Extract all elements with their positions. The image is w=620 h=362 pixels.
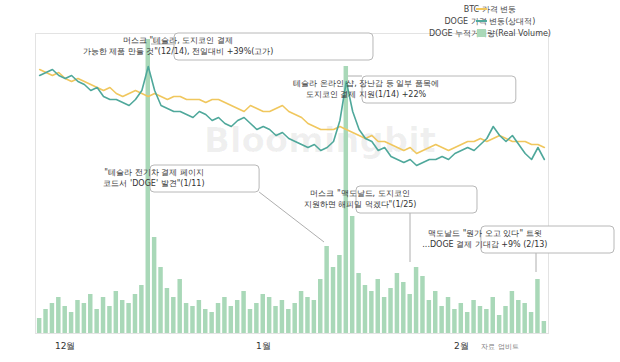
svg-text:지원하면 해피밀 먹겠다"(1/25): 지원하면 해피밀 먹겠다"(1/25)	[304, 200, 417, 209]
svg-text:2월: 2월	[454, 341, 469, 351]
svg-text:맥도날드 "뭔가 오고 있다" 트윗: 맥도날드 "뭔가 오고 있다" 트윗	[428, 229, 542, 238]
svg-text:Bloomingbit: Bloomingbit	[204, 120, 436, 160]
svg-text:DOGE 가격 변동(상대적): DOGE 가격 변동(상대적)	[444, 17, 535, 26]
svg-text:BTC 가격 변동: BTC 가격 변동	[464, 5, 517, 14]
svg-text:DOGE 누적거래량(Real Volume): DOGE 누적거래량(Real Volume)	[429, 29, 551, 38]
svg-text:"테슬라 전기차 결제 페이지: "테슬라 전기차 결제 페이지	[104, 168, 203, 177]
svg-text:가능한 제품 만들 것"(12/14), 전일대비 +39%: 가능한 제품 만들 것"(12/14), 전일대비 +39%(고가)	[83, 47, 274, 56]
svg-text:1월: 1월	[256, 341, 271, 351]
svg-text:코드서 'DOGE' 발견"(1/11): 코드서 'DOGE' 발견"(1/11)	[103, 179, 204, 188]
svg-text:자료 업비트: 자료 업비트	[481, 343, 518, 351]
svg-text:테슬라 온라인 샵, 장난감 등 일부 품목에: 테슬라 온라인 샵, 장난감 등 일부 품목에	[293, 79, 439, 88]
svg-text:머스크 "테슬라, 도지코인 결제: 머스크 "테슬라, 도지코인 결제	[123, 36, 233, 45]
svg-text:12월: 12월	[55, 341, 75, 351]
svg-text:머스크 "맥도날드, 도지코인: 머스크 "맥도날드, 도지코인	[310, 189, 409, 198]
svg-text:...DOGE 결제 기대감 +9% (2/13): ...DOGE 결제 기대감 +9% (2/13)	[422, 240, 547, 249]
svg-text:도지코인 결제 지원(1/14) +22%: 도지코인 결제 지원(1/14) +22%	[306, 90, 427, 99]
